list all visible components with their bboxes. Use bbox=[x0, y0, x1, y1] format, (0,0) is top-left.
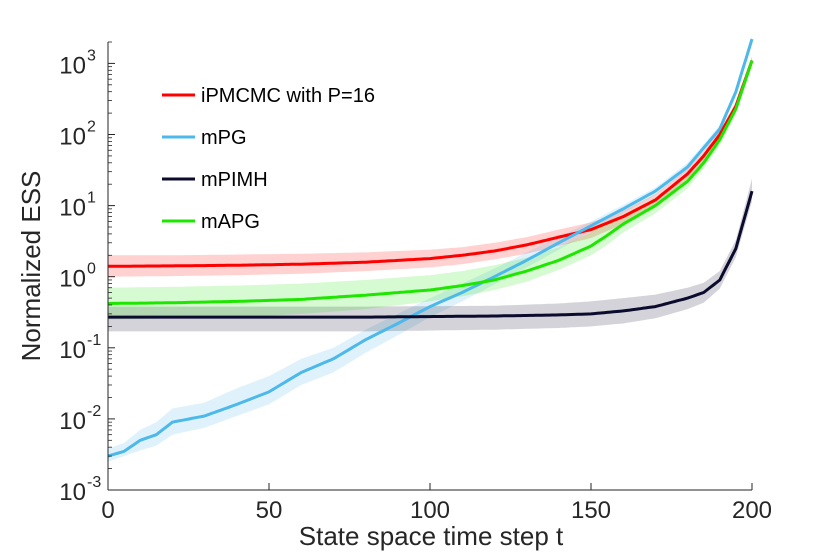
band-mpg bbox=[108, 35, 752, 462]
legend-label-mapg: mAPG bbox=[201, 211, 260, 233]
y-tick-label: 10 bbox=[59, 479, 86, 506]
y-tick-label: 10 bbox=[59, 52, 86, 79]
y-tick-label: 10 bbox=[59, 408, 86, 435]
series-lines bbox=[107, 38, 754, 458]
legend-label-mpimh: mPIMH bbox=[201, 169, 268, 191]
y-tick-exponent: 1 bbox=[87, 190, 96, 207]
line-ipmcmc-with-p-16 bbox=[108, 60, 754, 268]
y-tick-label: 10 bbox=[59, 195, 86, 222]
legend-label-mpg: mPG bbox=[201, 127, 247, 149]
x-tick-label: 150 bbox=[571, 497, 611, 524]
x-axis-title: State space time step t bbox=[299, 521, 564, 551]
x-tick-label: 0 bbox=[101, 497, 114, 524]
band-mapg bbox=[108, 56, 752, 320]
y-tick-exponent: 0 bbox=[87, 261, 96, 278]
line-mpimh bbox=[108, 190, 754, 319]
legend-label-ipmcmc-with-p-16: iPMCMC with P=16 bbox=[201, 85, 375, 107]
y-tick-exponent: -3 bbox=[87, 474, 101, 491]
y-tick-exponent: 2 bbox=[87, 119, 96, 136]
y-tick-label: 10 bbox=[59, 337, 86, 364]
y-tick-exponent: 3 bbox=[87, 47, 96, 64]
legend: iPMCMC with P=16 mPG mPIMH mAPG bbox=[162, 85, 375, 233]
x-tick-label: 100 bbox=[410, 497, 450, 524]
y-tick-exponent: -1 bbox=[87, 332, 101, 349]
x-tick-label: 50 bbox=[256, 497, 283, 524]
y-axis-title: Normalized ESS bbox=[16, 171, 46, 362]
line-mapg bbox=[108, 60, 754, 305]
line-mpg bbox=[107, 38, 754, 458]
x-tick-label: 200 bbox=[732, 497, 772, 524]
y-tick-label: 10 bbox=[59, 266, 86, 293]
y-tick-label: 10 bbox=[59, 124, 86, 151]
y-tick-exponent: -2 bbox=[87, 403, 101, 420]
